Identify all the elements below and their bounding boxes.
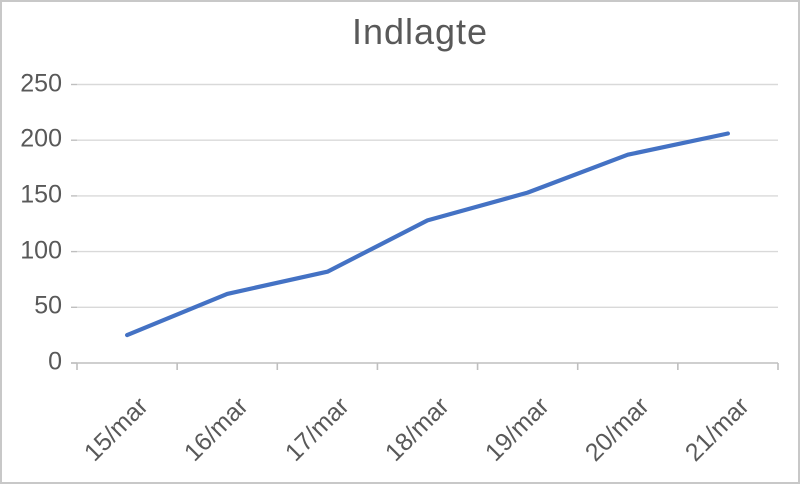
y-axis-tick-label: 0 — [48, 347, 62, 376]
y-axis-tick-label: 250 — [20, 68, 62, 97]
y-axis-tick-label: 150 — [20, 180, 62, 209]
y-axis-tick-label: 200 — [20, 124, 62, 153]
series-line — [124, 131, 731, 338]
y-axis-tick-label: 100 — [20, 235, 62, 264]
y-axis-tick-label: 50 — [34, 291, 62, 320]
chart-title: Indlagte — [351, 11, 489, 52]
